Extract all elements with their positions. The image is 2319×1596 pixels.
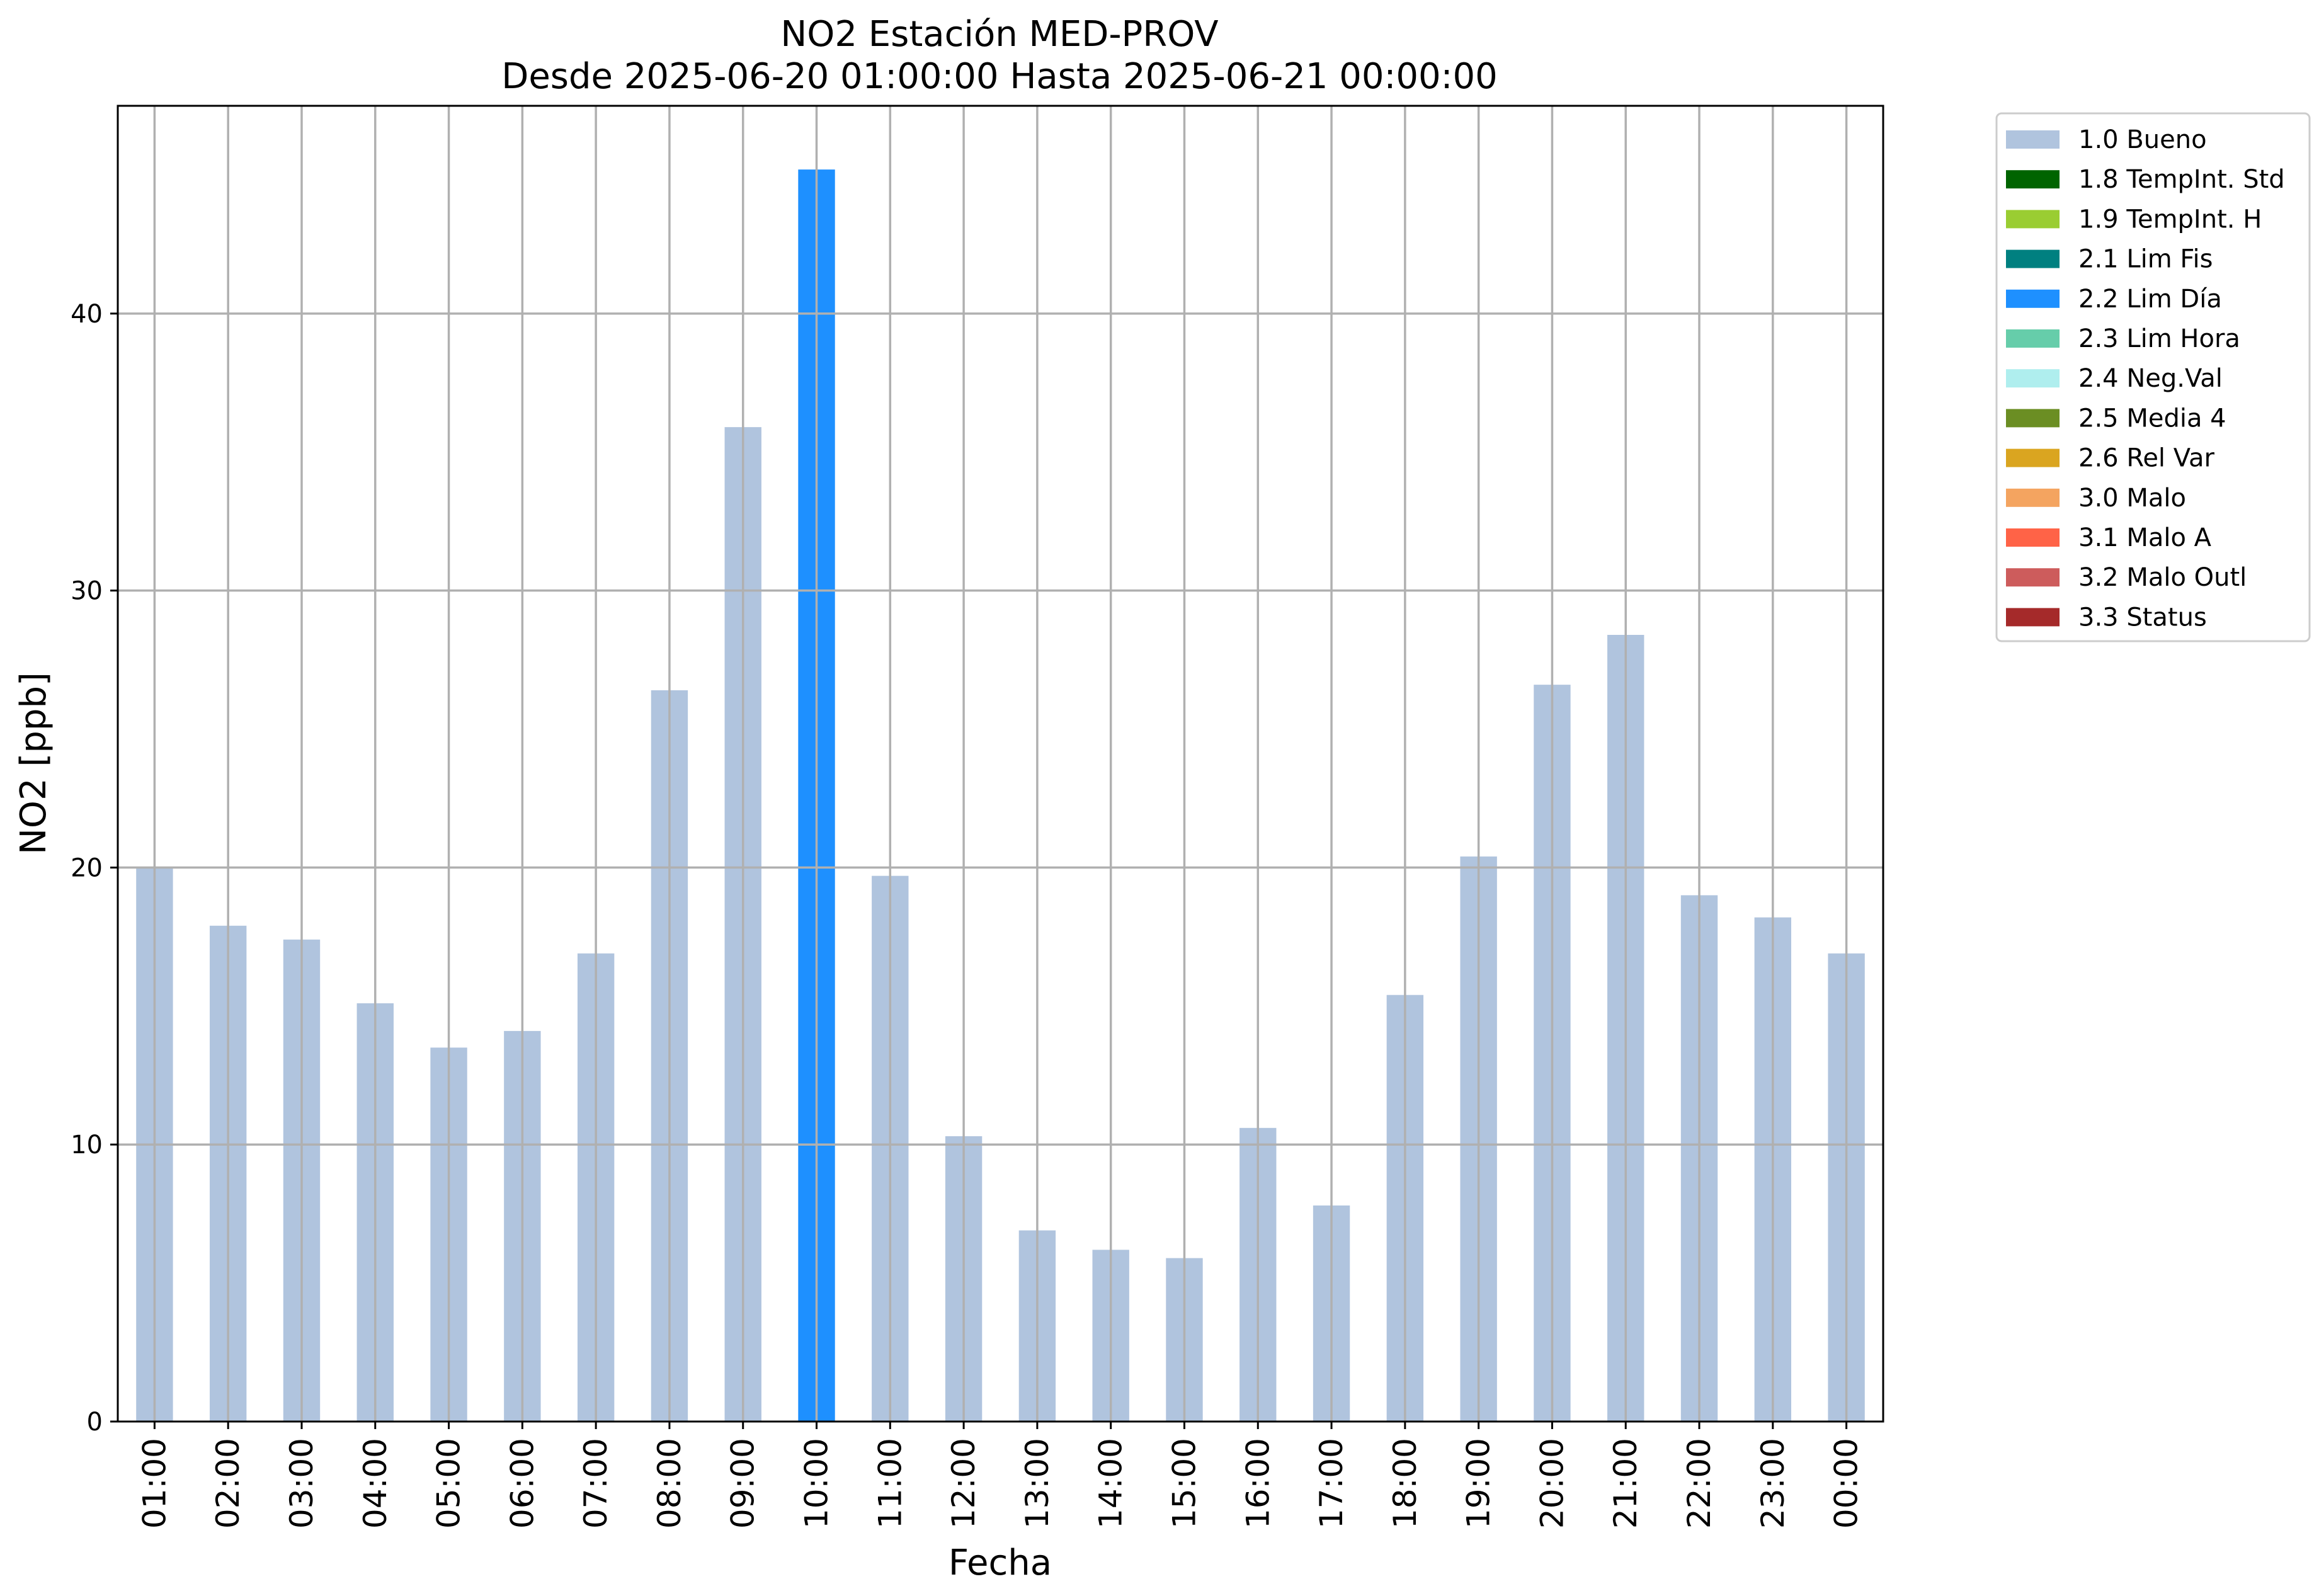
- legend-label: 2.4 Neg.Val: [2078, 364, 2223, 393]
- x-tick-label: 14:00: [1093, 1438, 1129, 1529]
- legend-swatch: [2006, 528, 2060, 547]
- legend-swatch: [2006, 329, 2060, 348]
- legend-frame: [1995, 112, 2311, 642]
- legend-swatch: [2006, 448, 2060, 467]
- x-tick-label: 20:00: [1534, 1438, 1570, 1529]
- legend-swatch: [2006, 409, 2060, 428]
- x-tick-label: 00:00: [1828, 1438, 1865, 1529]
- grid-lines: [118, 106, 1883, 1422]
- x-tick-label: 15:00: [1166, 1438, 1202, 1529]
- legend-swatch: [2006, 289, 2060, 308]
- legend-label: 2.3 Lim Hora: [2078, 324, 2240, 353]
- x-tick-label: 07:00: [578, 1438, 614, 1529]
- x-tick-label: 17:00: [1313, 1438, 1350, 1529]
- y-tick-label: 30: [71, 577, 103, 606]
- legend-label: 2.5 Media 4: [2078, 404, 2226, 433]
- chart-title: NO2 Estación MED-PROV: [780, 14, 1218, 55]
- legend-label: 2.1 Lim Fis: [2078, 245, 2213, 274]
- y-axis-label: NO2 [ppb]: [13, 672, 54, 855]
- x-tick-label: 04:00: [357, 1438, 394, 1529]
- legend-swatch: [2006, 170, 2060, 189]
- legend-swatch: [2006, 568, 2060, 587]
- x-tick-label: 21:00: [1607, 1438, 1644, 1529]
- x-axis-label: Fecha: [949, 1542, 1052, 1583]
- x-tick-label: 16:00: [1239, 1438, 1276, 1529]
- x-tick-label: 19:00: [1461, 1438, 1497, 1529]
- legend-label: 1.9 TempInt. H: [2078, 205, 2262, 234]
- y-tick-label: 40: [71, 300, 103, 329]
- legend-label: 3.1 Malo A: [2078, 523, 2212, 552]
- x-tick-label: 03:00: [283, 1438, 320, 1529]
- legend-swatch: [2006, 249, 2060, 268]
- legend: 1.0 Bueno 1.8 TempInt. Std 1.9 TempInt. H 2…: [1995, 112, 2311, 642]
- plot-frame: [117, 105, 1884, 1423]
- legend-label: 1.0 Bueno: [2078, 125, 2207, 154]
- legend-label: 2.6 Rel Var: [2078, 444, 2215, 473]
- legend-swatch: [2006, 210, 2060, 229]
- legend-label: 3.0 Malo: [2078, 484, 2186, 513]
- x-tick-label: 13:00: [1019, 1438, 1056, 1529]
- axis-ticks: 0 10 20 30 40 01:00 02:00 03:00 04:00 05:00 06:00 0…: [71, 300, 1865, 1529]
- x-tick-label: 08:00: [651, 1438, 688, 1529]
- x-tick-label: 18:00: [1387, 1438, 1423, 1529]
- legend-label: 3.3 Status: [2078, 603, 2207, 632]
- legend-swatch: [2006, 369, 2060, 388]
- chart-subtitle: Desde 2025-06-20 01:00:00 Hasta 2025-06-…: [501, 56, 1498, 97]
- x-tick-label: 02:00: [210, 1438, 246, 1529]
- x-tick-label: 22:00: [1681, 1438, 1718, 1529]
- legend-label: 1.8 TempInt. Std: [2078, 165, 2285, 194]
- y-tick-label: 10: [71, 1131, 103, 1160]
- y-tick-label: 0: [87, 1408, 103, 1437]
- y-tick-label: 20: [71, 853, 103, 882]
- x-tick-label: 23:00: [1755, 1438, 1791, 1529]
- x-tick-label: 09:00: [725, 1438, 761, 1529]
- x-tick-label: 05:00: [431, 1438, 467, 1529]
- x-tick-label: 12:00: [945, 1438, 982, 1529]
- legend-label: 2.2 Lim Día: [2078, 285, 2222, 314]
- x-tick-label: 01:00: [136, 1438, 173, 1529]
- legend-swatch: [2006, 488, 2060, 507]
- legend-swatch: [2006, 608, 2060, 627]
- x-tick-label: 10:00: [799, 1438, 835, 1529]
- legend-label: 3.2 Malo Outl: [2078, 563, 2247, 592]
- x-tick-label: 11:00: [872, 1438, 908, 1529]
- x-tick-label: 06:00: [504, 1438, 540, 1529]
- legend-swatch: [2006, 130, 2060, 149]
